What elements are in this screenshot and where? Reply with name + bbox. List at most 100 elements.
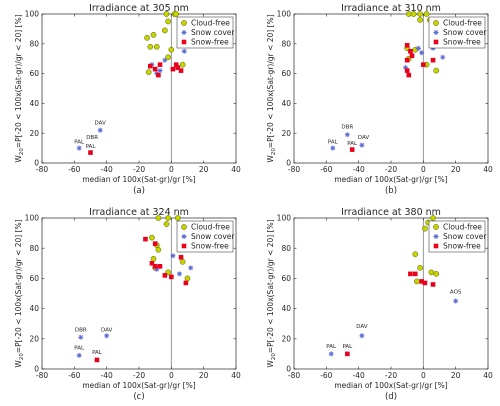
y-tick-label: 80 [29, 39, 39, 48]
snow-free-point [404, 42, 410, 48]
snow-cover-point [440, 54, 446, 60]
legend-label: Cloud-free [443, 223, 482, 232]
snow-cover-point [76, 145, 82, 151]
legend-marker [181, 224, 187, 230]
y-tick-label: 40 [281, 99, 291, 108]
station-label: PAL [92, 350, 103, 356]
snow-free-point [156, 72, 161, 78]
station-label: DBR [341, 125, 353, 131]
y-tick-label: 0 [34, 365, 39, 374]
station-label: PAL [326, 344, 337, 350]
cloud-free-point [149, 234, 155, 241]
legend-label: Snow-free [443, 242, 481, 251]
chart-title: Irradiance at 310 nm [341, 3, 441, 14]
snow-free-point [408, 271, 413, 277]
snow-free-point [408, 48, 413, 54]
y-tick-label: 40 [281, 304, 291, 313]
legend-label: Snow cover [443, 232, 487, 241]
snow-free-point [152, 241, 158, 246]
x-axis-label: median of 100x(Sat-gr)/gr [%] [334, 381, 447, 390]
station-label: PAL [74, 345, 85, 351]
snow-free-point [143, 236, 148, 242]
station-label: DBR [75, 327, 87, 333]
x-tick-label: -20 [385, 371, 397, 380]
legend-label: Snow cover [191, 232, 235, 241]
snow-free-point [345, 351, 350, 357]
legend-label: Cloud-free [443, 19, 482, 28]
cloud-free-point [155, 246, 162, 253]
cloud-free-point [162, 27, 168, 34]
snow-cover-point [154, 266, 160, 272]
station-label: DAV [101, 327, 113, 333]
y-tick-label: 20 [29, 129, 39, 138]
snow-cover-point [328, 351, 334, 357]
x-axis-label: median of 100x(Sat-gr)/gr [%] [82, 381, 195, 390]
x-tick-label: 20 [451, 165, 461, 174]
snow-cover-point [359, 333, 365, 339]
snow-free-point [430, 282, 436, 287]
x-tick-label: -80 [288, 165, 300, 174]
y-tick-label: 80 [281, 244, 291, 253]
cloud-free-point [422, 225, 428, 232]
snow-free-point [183, 280, 189, 286]
cloud-free-point [184, 275, 191, 282]
x-tick-label: -40 [101, 371, 113, 380]
cloud-free-point [174, 215, 181, 221]
cloud-free-point [179, 258, 186, 265]
x-tick-label: 40 [483, 165, 493, 174]
cloud-free-point [412, 251, 419, 258]
cloud-free-point [414, 278, 420, 285]
legend-marker [433, 243, 439, 249]
cloud-free-point [173, 11, 180, 17]
legend-marker [181, 234, 187, 239]
snow-cover-point [176, 271, 182, 277]
snow-cover-point [330, 145, 336, 151]
cloud-free-point [147, 43, 154, 50]
x-tick-label: -60 [68, 165, 80, 174]
snow-free-point [157, 62, 163, 67]
station-label: DAV [356, 324, 368, 330]
snow-free-point [412, 271, 418, 277]
y-tick-label: 20 [281, 129, 291, 138]
snow-free-point [422, 280, 428, 286]
cloud-free-point [165, 18, 171, 25]
cloud-free-point [168, 46, 175, 53]
chart-panel-4: -80 -60 -40 -20 0 20 40 0 20 40 60 80 100 Irradiance … [266, 207, 493, 402]
cloud-free-point [417, 11, 423, 17]
snow-free-point [94, 357, 100, 363]
cloud-free-point [153, 43, 160, 50]
cloud-free-point [150, 32, 157, 38]
snow-free-point [88, 150, 93, 155]
cloud-free-point [423, 11, 430, 17]
cloud-free-point [145, 69, 152, 75]
snow-cover-point [97, 127, 103, 133]
panel-label: (b) [385, 186, 397, 196]
legend-label: Snow-free [191, 242, 229, 251]
snow-free-point [170, 66, 176, 72]
legend-marker [433, 20, 439, 26]
x-tick-label: 0 [421, 165, 426, 174]
station-label: PAL [347, 141, 358, 147]
snow-free-point [419, 279, 425, 284]
snow-free-point [149, 261, 155, 266]
legend-marker [181, 39, 187, 45]
x-tick-label: 0 [169, 371, 174, 380]
snow-free-point [162, 273, 168, 278]
snow-free-point [404, 68, 410, 73]
station-label: DBR [86, 135, 98, 141]
cloud-free-point [417, 17, 423, 23]
chart-panel-1: -80 -60 -40 -20 0 20 40 0 20 40 60 80 100 Irradiance … [14, 3, 241, 196]
station-label: PAL [342, 344, 353, 350]
x-axis-label: median of 100x(Sat-gr)/gr [%] [334, 175, 447, 184]
legend-label: Snow-free [443, 38, 481, 47]
x-tick-label: 40 [483, 371, 493, 380]
snow-cover-point [415, 45, 421, 51]
snow-free-point [148, 63, 153, 69]
legend-label: Cloud-free [191, 19, 230, 28]
station-label: DAV [95, 120, 107, 126]
legend-marker [433, 234, 439, 239]
snow-free-point [421, 62, 426, 67]
cloud-free-point [179, 61, 186, 68]
snow-free-point [175, 65, 181, 70]
